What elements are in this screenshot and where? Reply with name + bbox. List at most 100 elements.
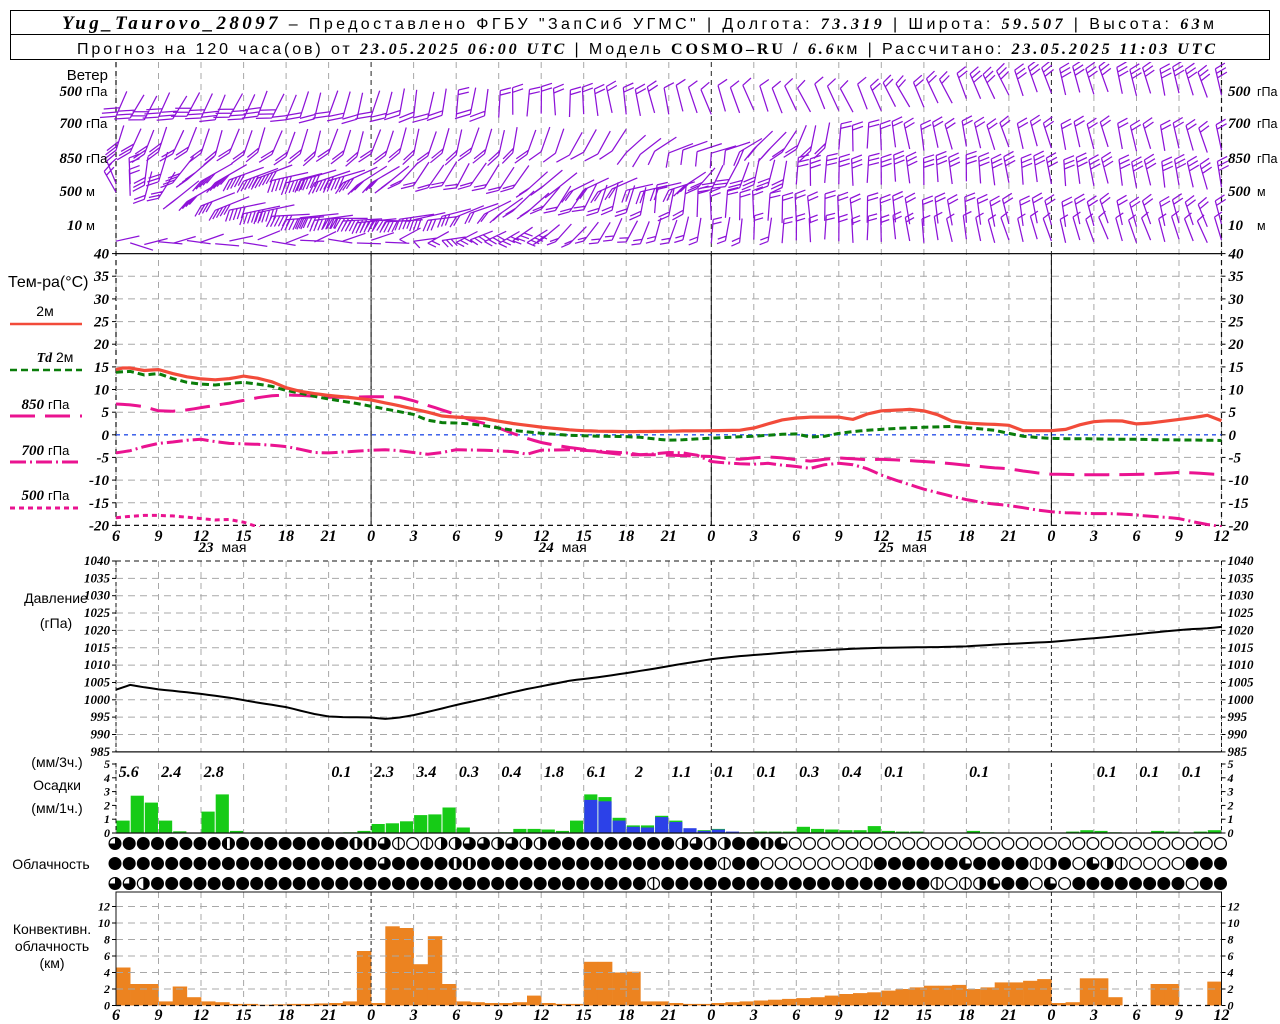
svg-text:-15: -15 bbox=[1229, 496, 1249, 512]
svg-text:6: 6 bbox=[1133, 528, 1141, 545]
svg-text:0.1: 0.1 bbox=[969, 764, 989, 781]
svg-text:0: 0 bbox=[1229, 428, 1237, 444]
svg-text:6: 6 bbox=[452, 528, 460, 545]
svg-text:1: 1 bbox=[1228, 812, 1234, 826]
svg-text:500: 500 bbox=[1228, 184, 1251, 200]
svg-text:12: 12 bbox=[1228, 900, 1240, 914]
svg-text:1040: 1040 bbox=[1228, 553, 1255, 568]
svg-text:0: 0 bbox=[1047, 528, 1055, 545]
svg-text:12: 12 bbox=[193, 528, 209, 545]
svg-text:2: 2 bbox=[634, 764, 643, 781]
svg-text:Облачность: Облачность bbox=[12, 856, 89, 872]
svg-text:0: 0 bbox=[707, 1007, 715, 1024]
svg-text:25: 25 bbox=[93, 315, 110, 331]
svg-text:2: 2 bbox=[103, 798, 110, 812]
svg-text:2.8: 2.8 bbox=[203, 764, 224, 781]
svg-text:1035: 1035 bbox=[1228, 570, 1255, 585]
svg-text:0: 0 bbox=[1228, 999, 1234, 1013]
svg-text:3: 3 bbox=[409, 528, 418, 545]
svg-text:(мм/1ч.): (мм/1ч.) bbox=[31, 800, 82, 816]
svg-text:10: 10 bbox=[98, 916, 110, 930]
svg-text:15: 15 bbox=[576, 1007, 592, 1024]
svg-text:21: 21 bbox=[660, 528, 677, 545]
svg-text:мая: мая bbox=[562, 539, 587, 555]
svg-text:15: 15 bbox=[236, 1007, 252, 1024]
svg-text:0.1: 0.1 bbox=[884, 764, 904, 781]
svg-text:Td 2м: Td 2м bbox=[37, 349, 74, 366]
svg-text:-10: -10 bbox=[1229, 473, 1249, 489]
svg-text:23: 23 bbox=[198, 540, 215, 556]
svg-text:30: 30 bbox=[1228, 292, 1245, 308]
svg-text:2: 2 bbox=[1227, 798, 1234, 812]
svg-text:18: 18 bbox=[958, 528, 974, 545]
svg-text:0: 0 bbox=[104, 999, 110, 1013]
svg-text:5: 5 bbox=[1228, 757, 1234, 771]
svg-text:21: 21 bbox=[660, 1007, 677, 1024]
svg-text:12: 12 bbox=[533, 1007, 549, 1024]
svg-text:облачность: облачность bbox=[15, 938, 89, 954]
svg-text:5.6: 5.6 bbox=[119, 764, 139, 781]
svg-text:-10: -10 bbox=[89, 473, 109, 489]
svg-text:9: 9 bbox=[495, 528, 503, 545]
svg-text:2м: 2м bbox=[36, 303, 53, 319]
svg-text:гПа: гПа bbox=[86, 84, 108, 99]
svg-text:12: 12 bbox=[533, 528, 549, 545]
svg-text:-5: -5 bbox=[1229, 450, 1242, 466]
svg-text:1020: 1020 bbox=[84, 622, 111, 637]
svg-text:6: 6 bbox=[792, 1007, 800, 1024]
svg-text:0.4: 0.4 bbox=[501, 764, 521, 781]
svg-text:9: 9 bbox=[155, 1007, 163, 1024]
svg-text:1030: 1030 bbox=[1228, 588, 1255, 603]
svg-text:1000: 1000 bbox=[84, 692, 111, 707]
svg-text:10: 10 bbox=[1229, 383, 1245, 399]
svg-text:9: 9 bbox=[495, 1007, 503, 1024]
svg-text:2: 2 bbox=[1227, 982, 1234, 996]
svg-text:гПа: гПа bbox=[48, 488, 70, 503]
svg-text:0.3: 0.3 bbox=[459, 764, 479, 781]
svg-text:0.4: 0.4 bbox=[842, 764, 862, 781]
svg-text:2.4: 2.4 bbox=[160, 764, 181, 781]
svg-text:15: 15 bbox=[576, 528, 592, 545]
svg-text:м: м bbox=[1257, 219, 1266, 233]
svg-text:0: 0 bbox=[102, 428, 110, 444]
svg-text:1015: 1015 bbox=[84, 640, 111, 655]
svg-text:4: 4 bbox=[1227, 966, 1234, 980]
svg-text:мая: мая bbox=[222, 539, 247, 555]
svg-text:0.1: 0.1 bbox=[714, 764, 734, 781]
svg-text:10: 10 bbox=[94, 383, 110, 399]
svg-text:гПа: гПа bbox=[48, 443, 70, 458]
svg-text:12: 12 bbox=[193, 1007, 209, 1024]
svg-text:20: 20 bbox=[1228, 337, 1245, 353]
svg-text:(км): (км) bbox=[39, 955, 64, 971]
svg-text:1010: 1010 bbox=[1228, 657, 1255, 672]
svg-text:6: 6 bbox=[1133, 1007, 1141, 1024]
svg-text:850: 850 bbox=[60, 151, 83, 167]
svg-text:1005: 1005 bbox=[84, 675, 111, 690]
svg-text:-20: -20 bbox=[89, 518, 109, 534]
svg-text:30: 30 bbox=[93, 292, 110, 308]
svg-text:3: 3 bbox=[1089, 1007, 1098, 1024]
svg-text:м: м bbox=[86, 184, 95, 199]
svg-text:-20: -20 bbox=[1229, 518, 1249, 534]
svg-text:990: 990 bbox=[1228, 727, 1248, 742]
svg-text:0.1: 0.1 bbox=[331, 764, 351, 781]
svg-text:850: 850 bbox=[1228, 151, 1251, 167]
svg-text:35: 35 bbox=[1228, 269, 1245, 285]
svg-text:гПа: гПа bbox=[86, 116, 108, 131]
svg-text:гПа: гПа bbox=[86, 151, 108, 166]
svg-text:1: 1 bbox=[104, 812, 110, 826]
svg-text:1035: 1035 bbox=[84, 570, 111, 585]
svg-text:24: 24 bbox=[538, 540, 555, 556]
svg-text:0.1: 0.1 bbox=[1139, 764, 1159, 781]
svg-text:18: 18 bbox=[278, 1007, 294, 1024]
svg-text:6: 6 bbox=[112, 528, 120, 545]
svg-text:700: 700 bbox=[22, 443, 45, 459]
svg-text:0: 0 bbox=[1228, 826, 1234, 840]
svg-text:18: 18 bbox=[958, 1007, 974, 1024]
svg-text:12: 12 bbox=[98, 900, 110, 914]
svg-text:3: 3 bbox=[749, 528, 758, 545]
svg-text:6: 6 bbox=[104, 949, 110, 963]
svg-text:995: 995 bbox=[1228, 709, 1248, 724]
svg-text:500: 500 bbox=[1228, 84, 1251, 100]
svg-text:0: 0 bbox=[707, 528, 715, 545]
